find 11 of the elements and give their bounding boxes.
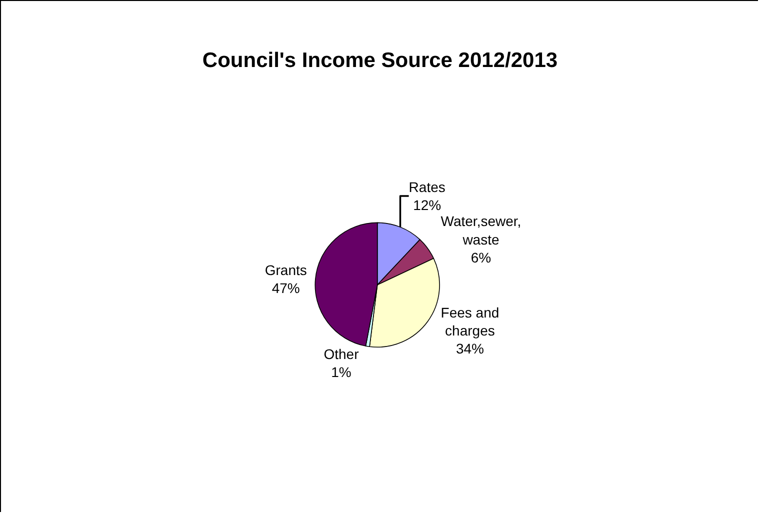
slice-label: Other bbox=[324, 346, 360, 362]
slice-label: Rates bbox=[408, 178, 446, 195]
data-label: 47% bbox=[272, 280, 300, 296]
data-label: 1% bbox=[331, 364, 352, 380]
data-label: 6% bbox=[470, 249, 492, 266]
slice-label: Water,sewer, waste bbox=[440, 213, 522, 248]
data-label: 34% bbox=[456, 340, 484, 357]
data-label: 12% bbox=[413, 197, 442, 214]
chart-title: Council's Income Source 2012/2013 bbox=[202, 48, 558, 72]
slice-label: Grants bbox=[264, 262, 307, 278]
slice-label: Fees and charges bbox=[440, 304, 500, 339]
